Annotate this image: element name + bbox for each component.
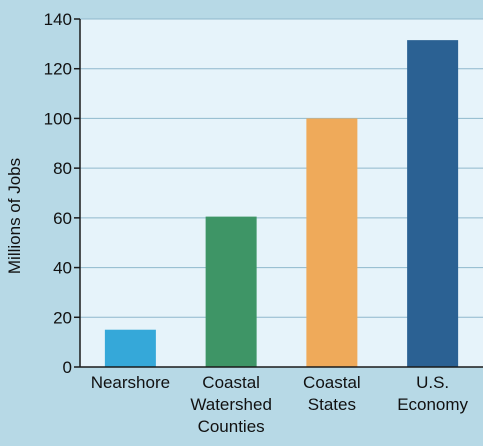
bar	[306, 118, 358, 367]
y-tick-label: 120	[44, 60, 72, 79]
x-tick-label: U.S. Economy	[397, 373, 468, 414]
bar	[205, 216, 257, 367]
y-tick-label: 140	[44, 10, 72, 29]
y-axis-label: Millions of Jobs	[5, 158, 24, 274]
bar	[407, 40, 459, 367]
y-tick-label: 80	[53, 159, 72, 178]
bar	[104, 329, 156, 367]
x-tick-label: Nearshore	[91, 373, 170, 392]
y-tick-label: 60	[53, 209, 72, 228]
y-tick-label: 100	[44, 109, 72, 128]
y-tick-label: 20	[53, 308, 72, 327]
x-tick-label: Coastal Watershed Counties	[190, 373, 272, 436]
y-tick-label: 40	[53, 259, 72, 278]
x-tick-label: Coastal States	[303, 373, 361, 414]
y-tick-label: 0	[63, 358, 72, 377]
